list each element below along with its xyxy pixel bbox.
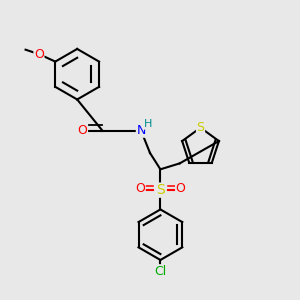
Text: O: O [34, 48, 44, 61]
Text: S: S [196, 121, 205, 134]
Text: Cl: Cl [154, 265, 167, 278]
Text: O: O [78, 124, 88, 137]
Text: O: O [176, 182, 186, 195]
Text: O: O [135, 182, 145, 195]
Text: S: S [156, 183, 165, 197]
Text: H: H [143, 119, 152, 129]
Text: N: N [136, 124, 146, 137]
